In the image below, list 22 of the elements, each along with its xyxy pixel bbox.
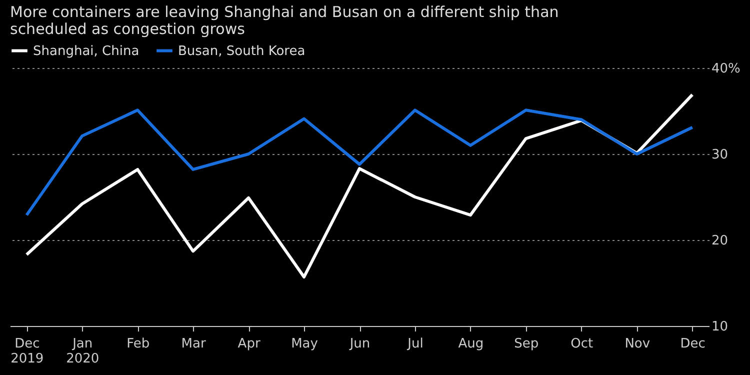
- x-tick-label: Aug: [458, 336, 484, 352]
- x-tick-label: Dec 2019: [10, 336, 44, 366]
- x-tick-label: May: [291, 336, 318, 352]
- y-tick-label: 40%: [712, 62, 740, 76]
- x-tick-label: Sep: [514, 336, 539, 352]
- y-tick-label: 10: [712, 320, 728, 334]
- x-tick-label: Dec: [680, 336, 706, 352]
- x-tick-label: Oct: [570, 336, 594, 352]
- x-tick-label: Apr: [238, 336, 261, 352]
- x-tick-label: Jul: [406, 336, 424, 352]
- legend-label: Shanghai, China: [33, 44, 140, 59]
- x-tick-label: Jun: [348, 336, 370, 352]
- legend-label: Busan, South Korea: [178, 44, 306, 59]
- y-tick-label: 30: [712, 148, 728, 162]
- x-tick-label: Jan 2020: [66, 336, 100, 366]
- x-tick-label: Mar: [181, 336, 206, 352]
- x-tick-label: Nov: [624, 336, 650, 352]
- line-series: [25, 93, 694, 278]
- chart-title: More containers are leaving Shanghai and Busan on a different ship than scheduled as congestion grows: [10, 3, 559, 38]
- y-tick-label: 20: [712, 234, 728, 248]
- line-series: [25, 108, 694, 217]
- x-tick-label: Feb: [126, 336, 150, 352]
